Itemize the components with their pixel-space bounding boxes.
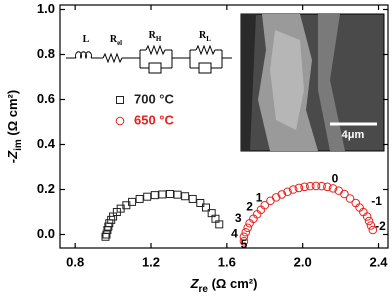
point (288, 185, 298, 194)
point (243, 223, 252, 233)
circuit-label-main: R (110, 34, 118, 45)
x-axis-label-unit: (Ω cm²) (208, 276, 257, 291)
x-axis-label-sub: re (199, 284, 209, 295)
point (294, 183, 304, 193)
legend-marker (115, 116, 125, 126)
point (239, 236, 249, 246)
point (239, 232, 249, 242)
circuit-label-sub: L (206, 35, 211, 43)
circuit-diagram (66, 44, 232, 74)
y-tick-label: 1.0 (37, 1, 55, 16)
point (317, 181, 326, 191)
legend-label: 700 °C (134, 91, 175, 106)
x-tick-label: 2.4 (369, 254, 388, 269)
point (150, 191, 159, 200)
circuit-label: L (83, 34, 90, 45)
annotation: 0 (332, 172, 339, 186)
y-axis-label-main: -Z (5, 150, 20, 163)
scale-label: 4μm (342, 129, 365, 141)
legend-label: 650 °C (134, 112, 175, 127)
point (328, 184, 338, 193)
circuit-label-sub: H (156, 35, 162, 43)
circuit-label-main: L (83, 34, 90, 45)
y-tick-label: 0.4 (37, 136, 56, 151)
point (305, 181, 315, 191)
point (340, 189, 349, 199)
circuit-label-sub: el (117, 39, 122, 47)
y-tick-label: 0.0 (37, 226, 55, 241)
point (215, 220, 224, 229)
y-tick-label: 0.6 (37, 91, 55, 106)
point (128, 197, 137, 206)
point (135, 194, 144, 203)
annotation: -1 (371, 194, 382, 208)
sem-inset: 4μm (240, 13, 385, 152)
x-axis-label-main: Z (190, 276, 200, 291)
point (188, 194, 197, 203)
point (260, 200, 270, 210)
y-tick-label: 0.2 (37, 181, 55, 196)
point (181, 192, 190, 201)
point (362, 212, 372, 221)
point (366, 221, 376, 230)
circuit-label-main: R (199, 30, 207, 41)
circuit-label: RL (199, 30, 211, 42)
point (102, 230, 111, 239)
point (158, 190, 167, 199)
annotation: 1 (256, 191, 263, 205)
plot-frame (59, 4, 389, 249)
annotation: 3 (235, 211, 242, 225)
point (173, 190, 182, 199)
y-axis-label: -Zim (Ω cm²) (5, 90, 23, 163)
x-tick-label: 1.2 (142, 254, 160, 269)
point (300, 182, 309, 192)
point (277, 190, 287, 199)
point (283, 187, 292, 197)
annotation: 4 (231, 227, 238, 241)
annotation: 2 (246, 200, 253, 214)
point (368, 225, 378, 235)
point (311, 181, 321, 191)
x-tick-label: 1.6 (218, 254, 236, 269)
point (345, 194, 355, 203)
point (196, 199, 205, 207)
point (323, 182, 332, 192)
circuit-label-main: R (149, 30, 157, 41)
y-axis-label-sub: im (13, 139, 24, 151)
point (241, 227, 251, 237)
circuit-label: RH (149, 30, 162, 42)
x-tick-label: 2.0 (294, 254, 312, 269)
x-tick-label: 0.8 (66, 254, 84, 269)
legend-marker (116, 96, 124, 104)
point (364, 216, 374, 226)
y-tick-label: 0.8 (37, 46, 55, 61)
point (201, 203, 210, 212)
x-axis-label: Zre (Ω cm²) (190, 276, 258, 294)
y-axis-label-unit: (Ω cm²) (5, 90, 20, 139)
annotation: 5 (241, 237, 248, 251)
point (165, 190, 174, 198)
point (143, 192, 152, 201)
circuit-label: Rel (110, 34, 122, 46)
point (266, 196, 275, 206)
annotation: -2 (375, 219, 386, 233)
